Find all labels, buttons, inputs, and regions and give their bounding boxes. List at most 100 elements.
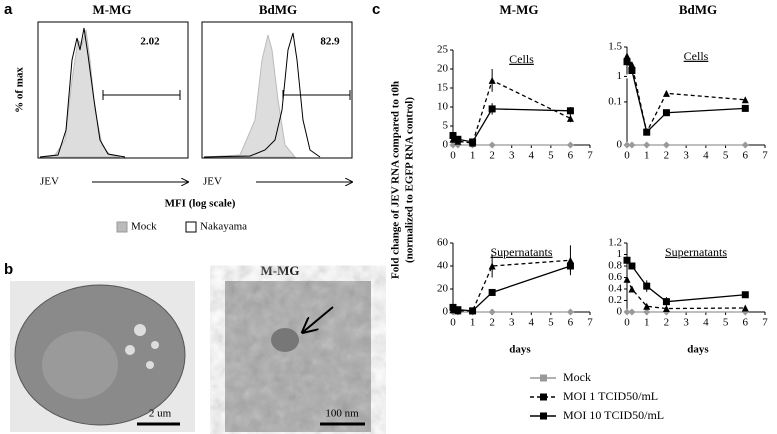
panel-title: M-MG [93,2,132,17]
axis-title: MFI (log scale) [165,198,236,210]
legend-label: MOI 10 TCID50/mL [563,408,664,422]
marker [488,262,496,270]
marker [643,128,651,136]
x-tick-label: 0 [450,317,456,329]
y-tick-label: 0 [443,306,449,318]
marker [623,141,631,149]
x-label: JEV [40,176,59,188]
marker [488,76,496,84]
legend-label: MOI 1 TCID50/mL [563,389,658,403]
marker [741,141,749,149]
y-tick-label: 0.1 [608,95,622,107]
x-tick-label: 5 [723,150,729,162]
scale-bar-label: 100 nm [325,408,359,420]
x-tick-label: 3 [683,317,689,329]
y-tick-label: 20 [437,63,449,75]
legend-label: Mock [131,221,157,233]
micrograph [10,281,195,432]
panel-label: b [4,261,13,278]
y-tick-label: 1.5 [608,41,622,53]
marker [449,132,457,139]
legend-swatch [116,221,128,233]
y-tick-label: 60 [437,237,449,249]
marker [662,305,670,313]
marker [449,141,457,149]
panel-label: a [4,1,13,18]
y-tick-label: 0.6 [608,271,622,283]
marker [566,141,574,149]
y-label: (normalized to EGFP RNA control) [404,97,416,263]
series-line [452,79,571,144]
series-line [626,61,746,134]
y-tick-label: 0 [617,306,623,318]
x-label: days [687,344,709,356]
marker [662,298,670,306]
marker [566,262,574,270]
marker [454,135,462,143]
y-label: % of max [14,67,26,113]
marker [623,52,631,60]
x-tick-label: 4 [529,317,535,329]
series-line [626,259,746,303]
marker [662,141,670,149]
marker [469,138,477,146]
marker [643,302,651,310]
legend-swatch [185,221,197,233]
marker [628,67,636,75]
legend-label: Mock [563,370,591,384]
x-tick-label: 7 [587,317,593,329]
panel-title: BdMG [259,2,297,17]
panel-title: BdMG [679,2,717,17]
x-tick-label: 5 [548,150,554,162]
y-tick-label: 0.4 [608,283,622,295]
x-tick-label: 3 [509,317,515,329]
x-tick-label: 6 [743,150,749,162]
x-tick-label: 6 [568,317,574,329]
legend-swatch [540,374,547,382]
marker [469,307,477,315]
x-tick-label: 0 [624,317,630,329]
gate-value: 2.02 [140,36,160,48]
marker [643,308,651,316]
x-tick-label: 6 [568,150,574,162]
marker [488,288,496,296]
marker [643,141,651,149]
marker [566,114,574,122]
marker [623,275,631,283]
chart-title: Cells [509,52,534,66]
histogram [37,21,353,159]
x-tick-label: 5 [548,317,554,329]
series-line [452,265,571,312]
marker [741,96,749,104]
marker [628,308,636,316]
x-tick-label: 2 [489,317,495,329]
x-tick-label: 3 [683,150,689,162]
legend-label: Nakayama [200,221,247,233]
x-label: JEV [203,176,222,188]
x-tick-label: 1 [644,317,650,329]
y-tick-label: 0 [443,139,449,151]
marker [488,308,496,316]
legend-swatch [540,393,547,401]
y-tick-label: 1.2 [608,237,622,249]
marker [628,141,636,149]
gate-value: 82.9 [320,36,340,48]
x-tick-label: 4 [703,317,709,329]
marker [623,58,631,66]
marker [741,304,749,312]
x-tick-label: 5 [723,317,729,329]
panel-title: M-MG [500,2,539,17]
x-tick-label: 4 [529,150,535,162]
y-tick-label: 0 [617,139,623,151]
marker [643,282,651,290]
y-tick-label: 0.8 [608,260,622,272]
y-tick-label: 15 [437,82,449,94]
y-tick-label: 10 [437,101,449,113]
panel-title: M-MG [261,263,300,278]
marker [454,306,462,314]
chart-title: Supernatants [665,245,727,259]
x-tick-label: 6 [743,317,749,329]
chart-title: Cells [684,49,709,63]
x-tick-label: 1 [644,150,650,162]
